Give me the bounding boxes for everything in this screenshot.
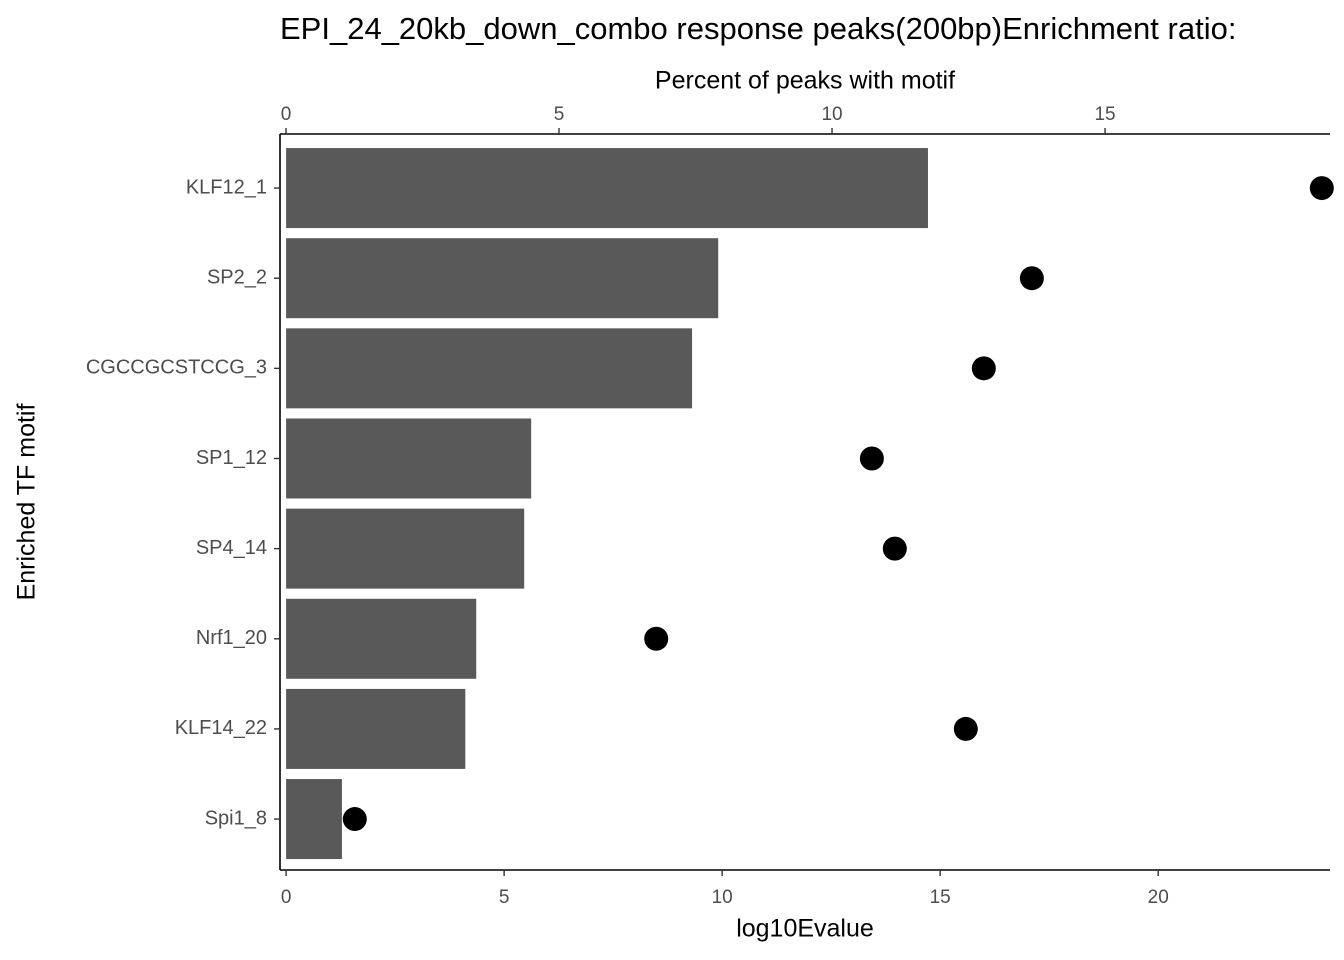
y-tick-label: KLF14_22 (175, 717, 267, 739)
x2-tick-label: 0 (281, 104, 292, 125)
point (1019, 266, 1044, 291)
x2-tick-label: 10 (821, 104, 842, 125)
x2-tick-label: 15 (1094, 104, 1115, 125)
x-tick-label: 15 (930, 887, 951, 908)
bar (286, 418, 532, 499)
bar (286, 508, 525, 589)
x-axis-title: log10Evalue (736, 915, 874, 943)
x-tick-label: 0 (281, 887, 292, 908)
y-tick-label: KLF12_1 (186, 176, 267, 198)
x-tick-label: 20 (1148, 887, 1169, 908)
y-tick-label: CGCCGCSTCCG_3 (86, 357, 267, 379)
point (882, 536, 907, 561)
x2-axis-title: Percent of peaks with motif (655, 67, 955, 95)
x-tick-label: 5 (499, 887, 510, 908)
bar (286, 779, 342, 860)
y-axis-title: Enriched TF motif (13, 404, 41, 601)
y-tick-label: SP2_2 (207, 266, 267, 288)
point (953, 716, 978, 741)
x2-tick-label: 5 (554, 104, 565, 125)
bar (286, 148, 928, 229)
point (1309, 176, 1334, 201)
point (971, 356, 996, 381)
bar (286, 688, 466, 769)
y-tick-label: SP1_12 (196, 447, 267, 469)
point (342, 807, 367, 832)
y-tick-label: Nrf1_20 (196, 627, 267, 649)
y-tick-label: Spi1_8 (205, 807, 267, 829)
bar (286, 238, 719, 319)
y-tick-label: SP4_14 (196, 537, 267, 559)
chart-title: EPI_24_20kb_down_combo response peaks(20… (280, 11, 1236, 46)
x-tick-label: 10 (712, 887, 733, 908)
point (859, 446, 884, 471)
bar (286, 598, 477, 679)
bar (286, 328, 693, 409)
point (644, 626, 669, 651)
